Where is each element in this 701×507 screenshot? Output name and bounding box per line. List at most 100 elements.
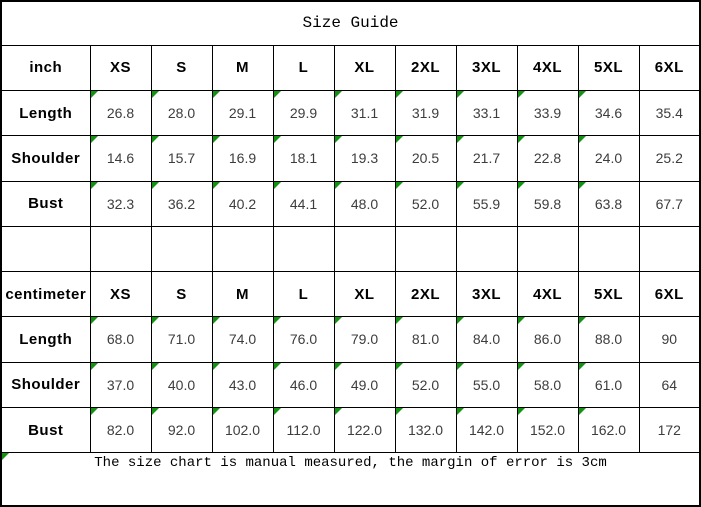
cell-corner-marker-icon xyxy=(213,136,220,144)
size-value-cell: 21.7 xyxy=(455,135,518,182)
row-length-cm: Length 68.0 71.0 74.0 76.0 79.0 81.0 84.… xyxy=(0,316,701,363)
size-value-cell: 112.0 xyxy=(272,406,335,454)
size-value-cell: 29.1 xyxy=(211,90,274,137)
cell-corner-marker-icon xyxy=(274,317,281,325)
size-value: 33.9 xyxy=(533,105,562,122)
size-value-cell: 76.0 xyxy=(272,316,335,363)
size-value: 24.0 xyxy=(594,150,623,167)
cell-corner-marker-icon xyxy=(335,317,342,325)
size-value: 15.7 xyxy=(167,150,196,167)
size-value-cell: 15.7 xyxy=(150,135,213,182)
size-value: 48.0 xyxy=(350,195,379,212)
size-header-l: L xyxy=(272,44,335,92)
size-value-cell: 40.0 xyxy=(150,361,213,408)
size-value-cell: 44.1 xyxy=(272,180,335,227)
size-header-xl: XL xyxy=(333,44,396,92)
size-value: 52.0 xyxy=(411,376,440,393)
size-value-cell: 162.0 xyxy=(577,406,640,454)
size-value: 25.2 xyxy=(655,150,683,167)
size-value: 142.0 xyxy=(468,422,505,438)
size-value: 152.0 xyxy=(529,422,566,438)
cell-corner-marker-icon xyxy=(457,317,464,325)
size-value: 172 xyxy=(657,422,681,438)
size-value-cell: 59.8 xyxy=(516,180,579,227)
size-value-cell: 84.0 xyxy=(455,316,518,363)
cell-corner-marker-icon xyxy=(152,91,159,99)
size-value: 36.2 xyxy=(167,195,196,212)
size-value-cell: 28.0 xyxy=(150,90,213,137)
size-header-3xl: 3XL xyxy=(455,271,518,318)
size-value-cell: 132.0 xyxy=(394,406,457,454)
size-value: 63.8 xyxy=(594,195,623,212)
size-value-cell: 52.0 xyxy=(394,361,457,408)
size-value: 76.0 xyxy=(289,331,318,348)
size-value: 74.0 xyxy=(228,331,257,348)
size-value: 81.0 xyxy=(411,331,440,348)
size-header-2xl: 2XL xyxy=(394,44,457,92)
measure-label: Bust xyxy=(0,180,91,227)
size-value: 132.0 xyxy=(407,422,444,438)
empty-cell xyxy=(89,225,152,273)
size-value-cell: 33.9 xyxy=(516,90,579,137)
size-value: 43.0 xyxy=(228,376,257,393)
size-value-cell: 90 xyxy=(638,316,701,363)
size-header-xs: XS xyxy=(89,44,152,92)
size-value-cell: 88.0 xyxy=(577,316,640,363)
size-header-5xl: 5XL xyxy=(577,271,640,318)
measure-label: Length xyxy=(0,90,91,137)
size-value-cell: 71.0 xyxy=(150,316,213,363)
size-value-cell: 102.0 xyxy=(211,406,274,454)
size-value-cell: 34.6 xyxy=(577,90,640,137)
size-value-cell: 172 xyxy=(638,406,701,454)
cell-corner-marker-icon xyxy=(457,182,464,189)
cell-corner-marker-icon xyxy=(274,408,281,415)
size-value: 86.0 xyxy=(533,331,562,348)
cell-corner-marker-icon xyxy=(335,182,342,189)
cell-corner-marker-icon xyxy=(518,182,525,189)
cell-corner-marker-icon xyxy=(457,136,464,144)
empty-cell xyxy=(638,225,701,273)
size-value: 18.1 xyxy=(289,150,318,167)
size-value: 88.0 xyxy=(594,331,623,348)
cell-corner-marker-icon xyxy=(274,363,281,370)
cell-corner-marker-icon xyxy=(213,91,220,99)
cell-corner-marker-icon xyxy=(518,91,525,99)
size-value-cell: 40.2 xyxy=(211,180,274,227)
cell-corner-marker-icon xyxy=(2,453,9,461)
empty-cell xyxy=(211,225,274,273)
size-value-cell: 33.1 xyxy=(455,90,518,137)
cell-corner-marker-icon xyxy=(457,408,464,415)
size-value: 58.0 xyxy=(533,376,562,393)
measure-label: Shoulder xyxy=(0,361,91,408)
unit-header-centimeter: centimeter xyxy=(0,271,91,318)
cell-corner-marker-icon xyxy=(213,182,220,189)
empty-cell xyxy=(150,225,213,273)
size-value: 55.9 xyxy=(472,195,501,212)
size-header-6xl: 6XL xyxy=(638,44,701,92)
size-value-cell: 92.0 xyxy=(150,406,213,454)
header-row-inch: inch XS S M L XL 2XL 3XL 4XL 5XL 6XL xyxy=(0,44,701,92)
size-header-m: M xyxy=(211,44,274,92)
size-value: 35.4 xyxy=(655,105,683,122)
size-value-cell: 36.2 xyxy=(150,180,213,227)
cell-corner-marker-icon xyxy=(396,136,403,144)
size-value: 26.8 xyxy=(106,105,135,122)
size-value: 79.0 xyxy=(350,331,379,348)
size-value-cell: 55.0 xyxy=(455,361,518,408)
size-value: 19.3 xyxy=(350,150,379,167)
size-value-cell: 49.0 xyxy=(333,361,396,408)
size-value: 112.0 xyxy=(286,422,321,438)
size-header-6xl: 6XL xyxy=(638,271,701,318)
size-value: 29.1 xyxy=(228,105,257,122)
size-value-cell: 31.1 xyxy=(333,90,396,137)
size-header-m: M xyxy=(211,271,274,318)
size-value-cell: 35.4 xyxy=(638,90,701,137)
size-header-5xl: 5XL xyxy=(577,44,640,92)
cell-corner-marker-icon xyxy=(91,182,98,189)
cell-corner-marker-icon xyxy=(579,317,586,325)
size-value-cell: 16.9 xyxy=(211,135,274,182)
size-value-cell: 61.0 xyxy=(577,361,640,408)
size-value: 31.9 xyxy=(411,105,440,122)
size-value: 31.1 xyxy=(350,105,379,122)
cell-corner-marker-icon xyxy=(396,182,403,189)
